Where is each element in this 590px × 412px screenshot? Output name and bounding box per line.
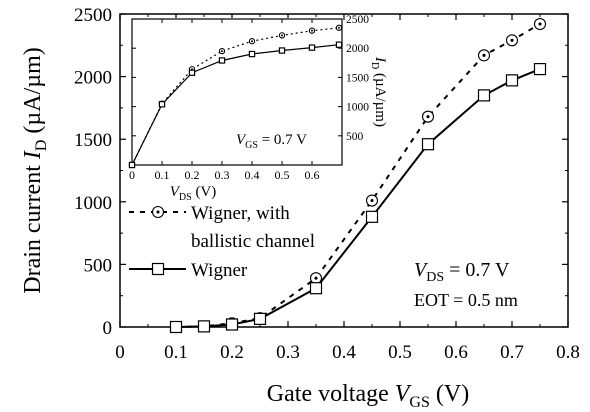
data-point (197, 320, 211, 333)
inset-y-tick-label: 500 (346, 131, 364, 143)
data-point-dot (370, 199, 374, 203)
inset-data-point (218, 57, 226, 64)
inset-data-point (308, 44, 316, 51)
legend-label-ballistic-2: ballistic channel (191, 231, 315, 252)
y-tick-label: 1000 (74, 193, 112, 214)
data-point-dot (538, 22, 542, 26)
inset-frame (131, 18, 343, 166)
data-point (421, 138, 435, 151)
inset-data-point-dot (311, 29, 313, 32)
x-tick-label: 0 (115, 342, 125, 363)
inset-x-tick-label: 0.3 (215, 168, 230, 182)
data-point (225, 318, 239, 331)
y-tick-label: 1500 (74, 130, 112, 151)
inset-data-point (248, 50, 256, 58)
data-point (505, 74, 519, 87)
inset-y-tick-label: 1000 (346, 102, 369, 114)
inset-annotation-vgs: VGS = 0.7 V (236, 132, 307, 151)
x-tick-label: 0.8 (556, 342, 580, 363)
inset-y-tick-label: 2000 (346, 43, 369, 55)
inset-x-tick-label: 0.2 (185, 168, 200, 182)
inset-background (131, 18, 343, 166)
inset-plot: 0 0.1 0.2 0.3 0.4 0.5 0.6 500 1000 1500 2000 2500 VD… (128, 14, 388, 203)
series-wigner (169, 62, 547, 334)
x-tick-label: 0.1 (164, 342, 188, 363)
series-line (175, 23, 541, 328)
data-point (533, 62, 547, 76)
inset-data-point-dot (338, 26, 340, 29)
x-tick-label: 0.2 (220, 342, 244, 363)
data-point (169, 320, 183, 334)
y-tick-label: 0 (103, 318, 113, 339)
inset-y-axis-label: ID (µA/µm) (369, 56, 388, 127)
annotation-vds: VDS = 0.7 V (414, 259, 510, 285)
x-tick-label: 0.4 (332, 342, 356, 363)
legend-label-wigner: Wigner (191, 260, 248, 281)
inset-series-line (131, 44, 340, 166)
data-point (253, 312, 267, 325)
inset-x-tick-label: 0 (129, 168, 135, 182)
inset-data-point (278, 47, 286, 54)
main-plot: 0 0.1 0.2 0.3 0.4 0.5 0.6 0.7 0.8 0 500 1000 1500 200… (20, 5, 580, 411)
y-tick-label: 2500 (74, 5, 112, 26)
legend-marker-wigner (151, 262, 165, 276)
inset-data-point-dot (251, 40, 253, 43)
inset-x-tick-label: 0.1 (155, 168, 170, 182)
inset-x-tick-label: 0.6 (305, 168, 320, 182)
data-point-dot (314, 276, 318, 280)
series-line (175, 68, 541, 328)
y-tick-label: 2000 (74, 68, 112, 89)
inset-x-axis-label: VDS (V) (170, 184, 217, 203)
legend-label-ballistic-1: Wigner, with (191, 203, 290, 224)
x-tick-label: 0.7 (500, 342, 524, 363)
annotation-eot: EOT = 0.5 nm (414, 290, 518, 310)
inset-data-point (128, 161, 136, 169)
legend: Wigner, with ballistic channel Wigner (129, 203, 315, 281)
inset-data-point (335, 41, 343, 48)
x-tick-label: 0.3 (276, 342, 300, 363)
x-axis-label: Gate voltage VGS (V) (267, 381, 469, 411)
data-point-dot (482, 53, 486, 57)
inset-series-wigner (128, 41, 343, 169)
data-point (365, 210, 379, 223)
data-point (477, 89, 491, 102)
data-point-dot (510, 38, 514, 42)
y-tick-label: 500 (84, 255, 113, 276)
inset-y-tick-label: 1500 (346, 72, 369, 84)
inset-x-tick-label: 0.4 (245, 168, 260, 182)
inset-data-point-dot (221, 50, 223, 53)
inset-y-tick-label: 2500 (346, 14, 369, 26)
inset-data-point-dot (281, 34, 283, 37)
data-point (309, 282, 323, 295)
data-point-dot (426, 115, 430, 119)
y-axis-label: Drain current ID (µA/µm) (20, 47, 50, 293)
inset-data-point (158, 101, 166, 108)
x-tick-label: 0.6 (444, 342, 468, 363)
legend-marker-ballistic-dot (156, 210, 160, 214)
inset-x-tick-label: 0.5 (275, 168, 290, 182)
inset-series-line (131, 27, 340, 166)
inset-data-point (188, 69, 196, 76)
x-tick-label: 0.5 (388, 342, 412, 363)
